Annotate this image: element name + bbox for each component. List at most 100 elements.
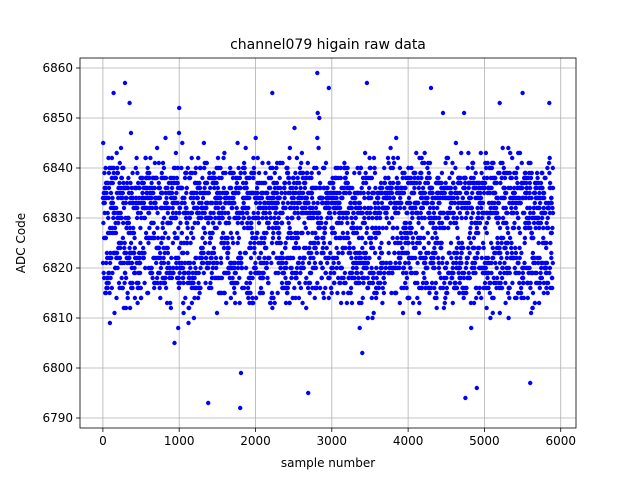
data-point [271,230,276,236]
data-point [245,210,250,216]
data-point [386,220,392,226]
data-point [369,265,374,271]
data-point [242,165,247,171]
data-point [369,195,374,201]
data-point [360,245,365,251]
data-point [330,265,335,271]
data-point [412,175,417,181]
data-point [303,280,308,286]
data-point [550,260,555,266]
data-point [341,290,346,296]
data-point [437,270,442,276]
data-point [485,255,491,261]
data-point [232,200,237,206]
data-point [104,190,109,196]
data-point [230,275,235,281]
data-point [247,280,253,286]
data-point [202,185,207,191]
data-point [246,205,251,211]
data-point [148,200,153,206]
data-point [502,185,507,191]
data-point [407,220,413,226]
data-point [280,260,285,266]
data-point [304,195,310,201]
data-point [474,225,480,231]
data-point [192,275,197,281]
data-point [226,220,232,226]
data-point [284,265,289,271]
data-point [443,180,448,186]
data-point [286,220,291,226]
data-point [249,225,254,231]
data-point [482,180,488,186]
data-point [470,165,475,171]
data-point [544,245,549,251]
data-point [192,220,197,226]
data-point [380,225,385,231]
data-point [345,230,350,236]
data-point [373,225,379,231]
data-point [545,215,550,221]
data-point [167,205,172,211]
data-point [251,300,256,306]
data-point [280,160,285,166]
data-point [503,280,508,286]
data-point [492,200,497,206]
data-point [427,175,432,181]
data-point [536,300,542,306]
data-point [303,180,308,186]
data-point [484,220,490,226]
data-point [519,160,524,166]
data-point [476,210,481,216]
data-point [345,165,350,171]
data-point [352,275,357,281]
data-point [360,350,365,356]
data-point [371,155,377,161]
data-point [137,260,143,266]
data-point [246,295,251,301]
data-point [331,260,336,266]
data-point [457,265,463,271]
data-point [517,255,522,261]
data-point [167,265,173,271]
data-point [457,280,462,286]
data-point [514,175,519,181]
data-point [334,265,339,271]
outlier-point [528,380,533,386]
data-point [525,295,530,301]
data-point [265,190,270,196]
data-point [440,260,445,266]
data-point [496,215,502,221]
data-point [379,265,384,271]
data-point [434,305,439,311]
data-point [470,210,476,216]
data-point [226,245,231,251]
data-point [549,230,554,236]
data-point [500,160,505,166]
data-point [457,210,463,216]
data-point [284,260,289,266]
data-point [489,185,494,191]
data-point [197,290,202,296]
data-point [389,190,395,196]
data-point [491,275,496,281]
data-point [294,155,300,161]
data-point [453,280,458,286]
data-point [230,235,235,241]
data-point [497,225,503,231]
data-point [394,290,399,296]
data-point [469,205,474,211]
data-point [274,180,280,186]
data-point [502,195,507,201]
data-point [410,210,415,216]
data-point [145,165,150,171]
data-point [203,255,209,261]
data-point [344,215,349,221]
chart-title: channel079 higain raw data [230,37,426,53]
data-point [505,290,511,296]
data-point [188,265,193,271]
data-point [219,235,224,241]
data-point [305,285,311,291]
data-point [472,245,477,251]
data-point [480,240,486,246]
